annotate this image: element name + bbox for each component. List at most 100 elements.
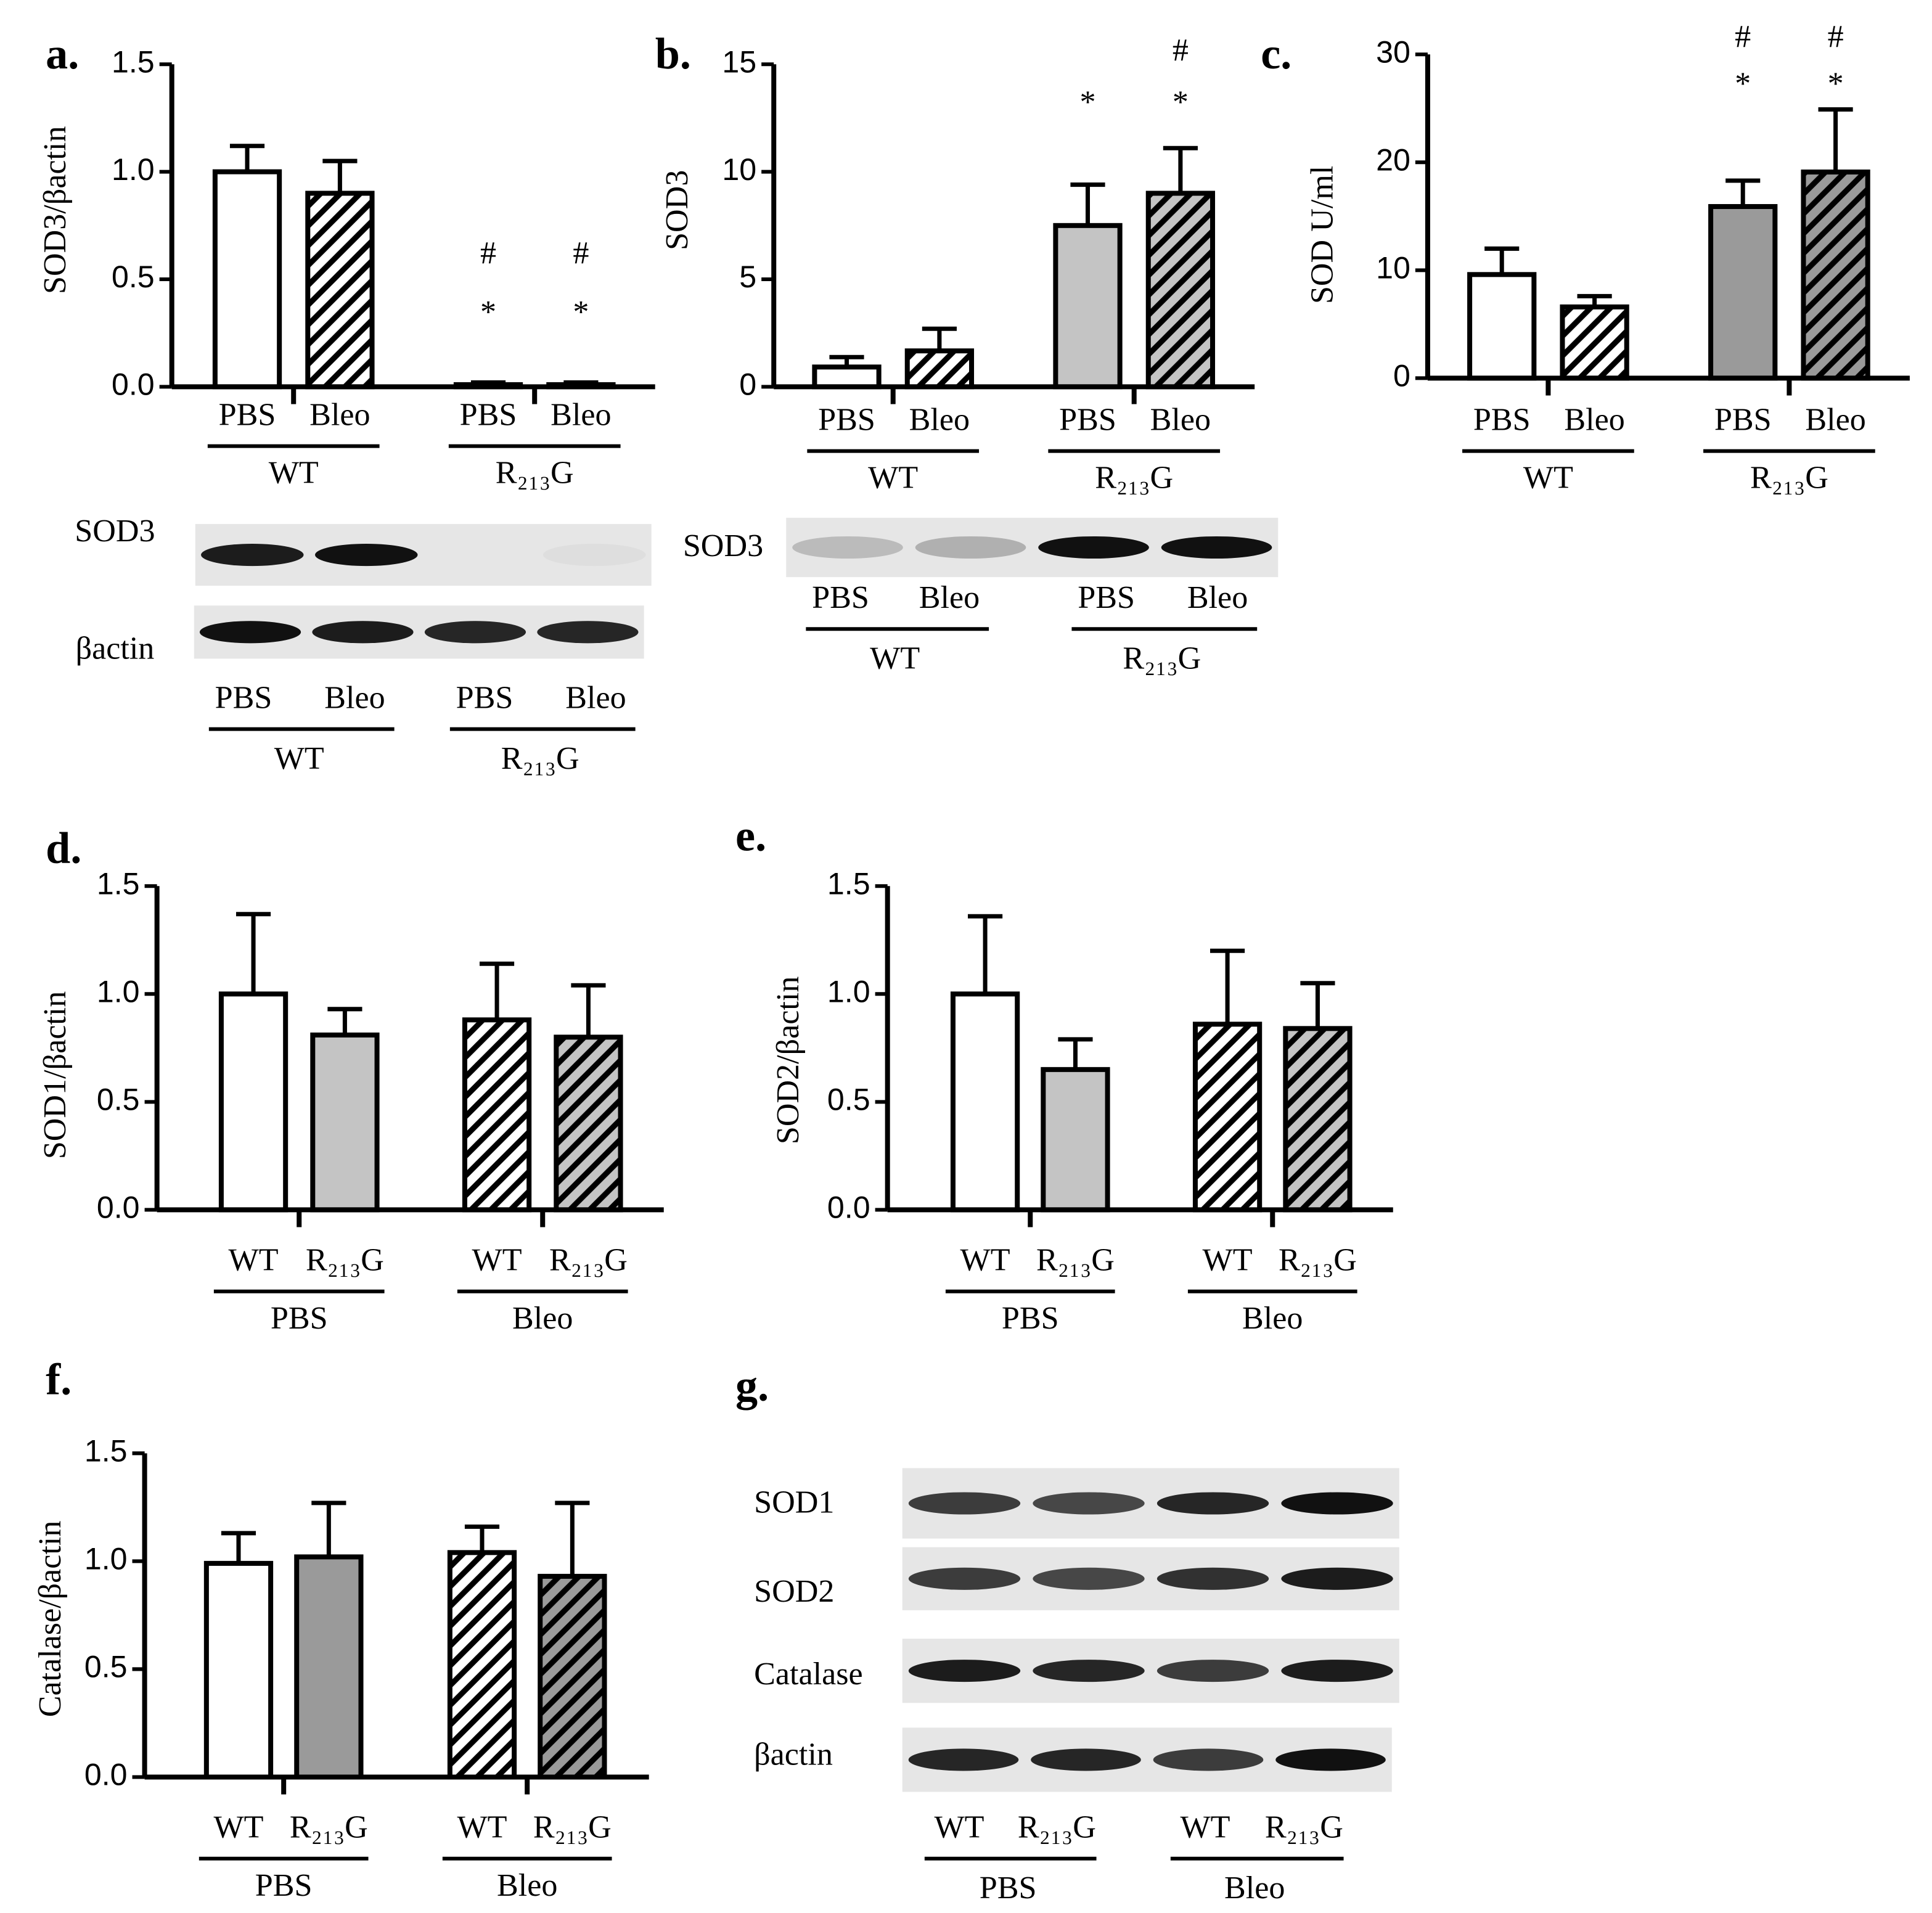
bar: [294, 1554, 364, 1780]
group-label: Bleo: [1242, 1301, 1303, 1336]
significance-star: *: [1173, 84, 1189, 120]
significance-star: *: [1735, 66, 1751, 101]
blot-row-label: βactin: [754, 1737, 833, 1772]
panel-letter: a.: [46, 29, 79, 78]
blot-band: [908, 1660, 1021, 1682]
bar: [1041, 1067, 1110, 1213]
x-tick-label: R₂₁₃G: [549, 1243, 628, 1278]
y-tick-label: 0.5: [112, 260, 155, 294]
y-tick-label: 1.0: [827, 975, 870, 1009]
blot-band: [1161, 536, 1272, 559]
blot-band: [542, 543, 646, 567]
blot-band: [792, 536, 903, 559]
x-tick-label: R₂₁₃G: [306, 1243, 384, 1278]
blot-band: [908, 1567, 1021, 1590]
panel-letter: c.: [1261, 29, 1291, 78]
x-tick-label: Bleo: [309, 398, 370, 433]
blot-band: [908, 1492, 1021, 1515]
y-tick-label: 1.0: [97, 975, 140, 1009]
x-tick-label: PBS: [219, 398, 276, 433]
panel-letter: e.: [735, 811, 766, 861]
blot-band: [315, 543, 418, 567]
panel-letter: b.: [655, 29, 691, 78]
x-tick-label: WT: [457, 1810, 507, 1845]
blot-row-label: SOD1: [754, 1485, 834, 1520]
x-tick-label: WT: [472, 1243, 522, 1278]
group-label: WT: [870, 641, 920, 676]
significance-hash: #: [1735, 19, 1751, 54]
blot-band: [1153, 1748, 1264, 1771]
x-tick-label: R₂₁₃G: [1036, 1243, 1115, 1278]
group-label: PBS: [271, 1301, 328, 1336]
x-tick-label: Bleo: [1150, 403, 1211, 438]
group-label: R₂₁₃G: [496, 456, 574, 491]
bar: [1708, 204, 1778, 381]
x-tick-label: WT: [213, 1810, 263, 1845]
bar: [904, 348, 975, 390]
lane-label: PBS: [1078, 580, 1135, 615]
significance-star: *: [573, 295, 589, 330]
bar: [1283, 1026, 1353, 1213]
lane-label: WT: [1180, 1810, 1230, 1845]
y-tick-label: 0.5: [84, 1650, 128, 1684]
y-tick-label: 0.0: [827, 1190, 870, 1225]
blot-band: [1156, 1567, 1269, 1590]
blot-band: [1281, 1660, 1393, 1682]
blot-band: [1281, 1492, 1393, 1515]
lane-label: Bleo: [919, 580, 980, 615]
panel-letter: f.: [46, 1355, 72, 1404]
x-tick-label: PBS: [460, 398, 517, 433]
blot-band: [1038, 536, 1149, 559]
blot-row-label: SOD3: [75, 514, 155, 549]
x-tick-label: PBS: [1473, 403, 1531, 438]
blot-row-label: Catalase: [754, 1657, 863, 1692]
blot-band: [1281, 1567, 1393, 1590]
group-label: Bleo: [1224, 1870, 1285, 1906]
blot-row-label: SOD2: [754, 1574, 834, 1609]
significance-hash: #: [480, 236, 496, 271]
y-tick-label: 10: [1376, 251, 1410, 285]
bar: [538, 1573, 607, 1780]
y-tick-label: 0.0: [84, 1758, 128, 1792]
bar: [1145, 190, 1216, 390]
y-tick-label: 20: [1376, 142, 1410, 177]
group-label: R₂₁₃G: [1095, 461, 1173, 496]
lane-label: PBS: [215, 681, 272, 716]
y-tick-label: 1.0: [84, 1542, 128, 1576]
panel-letter: d.: [46, 824, 81, 873]
significance-star: *: [1828, 66, 1844, 101]
y-tick-label: 0.0: [97, 1190, 140, 1225]
bar: [305, 190, 375, 390]
panel-letter: g.: [735, 1361, 769, 1411]
x-tick-label: PBS: [1714, 403, 1772, 438]
lane-label: PBS: [812, 580, 869, 615]
y-tick-label: 0.5: [97, 1083, 140, 1117]
y-axis-label: Catalase/βactin: [33, 1521, 68, 1718]
blot-band: [1031, 1748, 1141, 1771]
x-tick-label: Bleo: [1564, 403, 1624, 438]
bar: [1053, 223, 1123, 390]
y-axis-label: SOD3: [660, 170, 695, 250]
group-label: Bleo: [512, 1301, 573, 1336]
group-label: R₂₁₃G: [1750, 461, 1828, 496]
blot-band: [1275, 1748, 1386, 1771]
y-tick-label: 5: [739, 260, 756, 294]
group-label: Bleo: [497, 1868, 557, 1903]
bar: [447, 1550, 517, 1780]
group-label: R₂₁₃G: [1123, 641, 1201, 676]
y-tick-label: 15: [722, 44, 756, 79]
lane-label: Bleo: [1187, 580, 1248, 615]
bar: [203, 1560, 274, 1780]
y-tick-label: 30: [1376, 35, 1410, 69]
group-label: R₂₁₃G: [501, 741, 579, 776]
group-label: PBS: [1002, 1301, 1059, 1336]
blot-band: [201, 543, 304, 567]
x-tick-label: R₂₁₃G: [290, 1810, 368, 1845]
blot-band: [1033, 1567, 1145, 1590]
group-label: WT: [1523, 461, 1573, 496]
significance-hash: #: [573, 236, 589, 271]
y-tick-label: 0: [1393, 359, 1410, 393]
blot-band: [1156, 1492, 1269, 1515]
y-tick-label: 1.5: [827, 866, 870, 901]
significance-star: *: [1079, 84, 1095, 120]
